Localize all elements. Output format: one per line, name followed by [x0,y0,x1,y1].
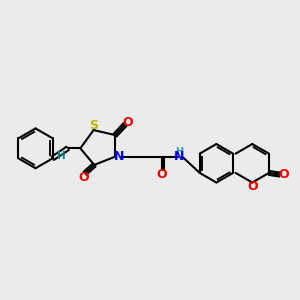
Text: O: O [78,171,89,184]
Text: O: O [247,180,258,193]
Text: H: H [175,147,183,157]
Text: N: N [174,151,184,164]
Text: S: S [89,119,98,132]
Text: O: O [157,168,167,181]
Text: O: O [123,116,134,129]
Text: N: N [114,150,125,163]
Text: O: O [279,168,289,182]
Text: H: H [57,151,66,160]
